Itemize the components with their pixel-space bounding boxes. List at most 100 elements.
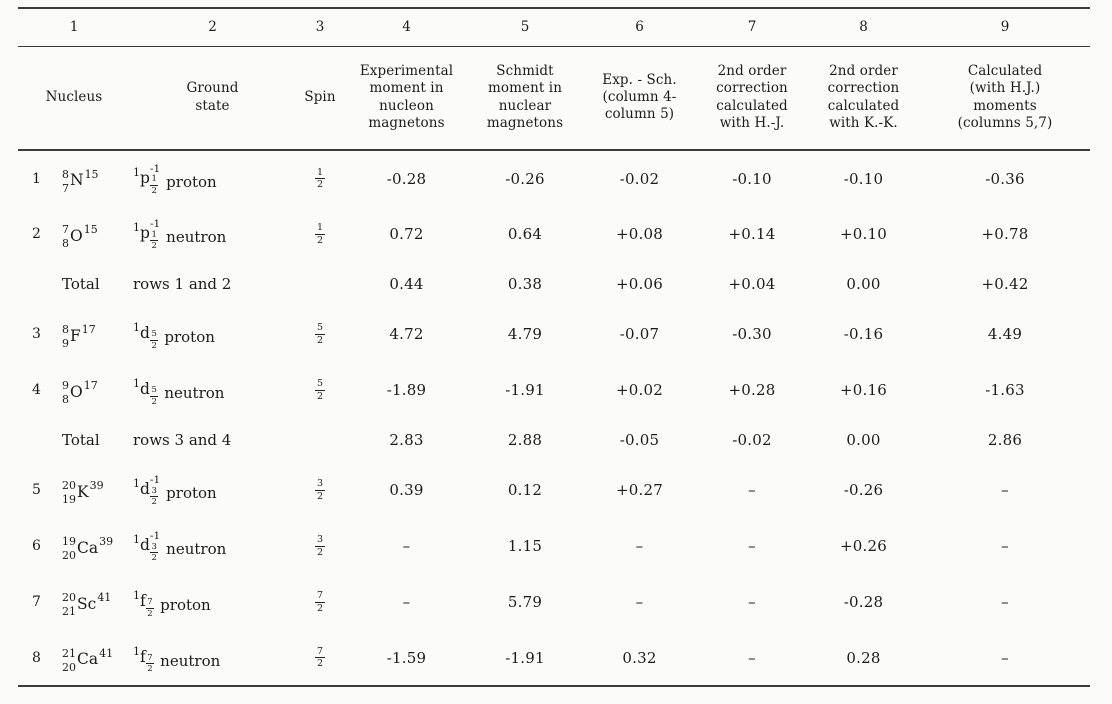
moment-value: -0.02: [619, 169, 660, 188]
row-number: 4: [32, 382, 41, 398]
row-number: 5: [32, 482, 41, 498]
prescript-bottom: 21: [62, 605, 76, 618]
moment-value: +0.26: [840, 537, 887, 555]
mass-number: 39: [99, 535, 114, 548]
column-number: 5: [468, 8, 582, 47]
prescript-top: 8: [62, 323, 69, 336]
moment-value: 4.49: [987, 325, 1023, 343]
total-description: rows 3 and 4: [133, 431, 232, 449]
fraction-numerator: 3: [149, 541, 159, 554]
row-number: 2: [32, 226, 41, 242]
moment-value: +0.78: [981, 225, 1029, 243]
nucleus-notation: 7 8 O 15: [62, 223, 98, 249]
moment-value: 0.72: [389, 225, 424, 243]
ground-state-cell: 1d -1 3 2 proton: [130, 462, 295, 518]
table-row: 4 9 8 O 17 1d 5 2 neutron 5 2 -1.89 -1.91 +0.02 +0.28 +…: [18, 362, 1090, 418]
column-number: 7: [697, 8, 807, 47]
ground-state-cell: 1d -1 3 2 neutron: [130, 518, 295, 574]
column-number: 8: [807, 8, 920, 47]
table-row: Total rows 3 and 4 2.83 2.88 -0.05 -0.02 0.00 2…: [18, 418, 1090, 462]
prescript-bottom: 19: [62, 493, 76, 506]
nucleus-notation: 20 21 Sc 41: [62, 591, 111, 618]
ground-state-cell: 1d 5 2 neutron: [130, 362, 295, 418]
nucleus-notation: 20 19 K 39: [62, 479, 104, 506]
moment-value: 0.00: [846, 431, 881, 449]
moment-value: -1.63: [985, 381, 1025, 399]
principal-quantum-number: 1: [133, 377, 140, 390]
orbital-letter: d: [140, 324, 150, 342]
header-correction-kk: 2nd order correction calculated with K.-…: [807, 46, 920, 151]
ground-state-cell: 1p -1 1 2 neutron: [130, 206, 295, 262]
spin-cell: [295, 262, 345, 306]
ground-state-cell: 1d 5 2 proton: [130, 306, 295, 362]
moment-value: -1.91: [505, 648, 545, 667]
nucleus-notation: 21 20 Ca 41: [62, 647, 113, 673]
nucleon-type-label: neutron: [164, 384, 225, 402]
ground-state-cell: 1f 7 2 proton: [130, 574, 295, 630]
moment-value: -1.89: [386, 381, 427, 399]
element-symbol: O: [70, 226, 83, 245]
element-symbol: N: [70, 171, 84, 190]
header-correction-hj: 2nd order correction calculated with H.-…: [697, 46, 807, 151]
nucleus-notation: 8 9 F 17: [62, 323, 96, 349]
fraction-denominator: 2: [316, 390, 324, 402]
table-row: 2 7 8 O 15 1p -1 1 2 neutron 1 2 0.72 0.64 +0.08 +0.14 +…: [18, 206, 1090, 262]
hole-exponent: -1: [149, 218, 161, 231]
column-number: 4: [345, 8, 468, 47]
prescript-top: 9: [62, 379, 69, 392]
nucleon-type-label: proton: [166, 172, 217, 191]
fraction-numerator: 1: [149, 229, 159, 242]
nucleus-cell: 21 20 Ca 41: [62, 630, 130, 686]
ground-state-cell: 1p -1 1 2 proton: [130, 150, 295, 206]
moment-value: 0.38: [507, 275, 543, 293]
prescript-bottom: 8: [62, 393, 69, 406]
table-row: 1 8 7 N 15 1p -1 1 2 proton 1 2 -0.28 -0.26 -0.02 -0.10…: [18, 150, 1090, 206]
moment-value: –: [748, 537, 756, 555]
principal-quantum-number: 1: [133, 589, 140, 602]
prescript-top: 8: [62, 167, 69, 181]
row-number: 8: [32, 649, 41, 666]
moment-value: 4.72: [389, 325, 424, 343]
orbital-scripts: -1 3 2: [149, 531, 160, 563]
fraction-numerator: 1: [315, 222, 325, 235]
mass-number: 15: [83, 223, 98, 236]
moment-value: +0.08: [616, 225, 663, 243]
fraction-denominator: 2: [151, 241, 157, 252]
nuclear-moments-table: 1 2 3 4 5 6 7 8 9 Nucleus Ground state S…: [18, 7, 1090, 687]
fraction-denominator: 2: [151, 185, 157, 196]
fraction-numerator: 5: [315, 322, 325, 335]
element-symbol: Ca: [77, 650, 99, 669]
orbital-letter: p: [140, 168, 150, 187]
moment-value: -1.59: [386, 648, 427, 667]
fraction-numerator: 1: [149, 174, 159, 186]
moment-value: –: [635, 593, 644, 611]
nucleus-cell: 7 8 O 15: [62, 206, 130, 262]
table-row: 5 20 19 K 39 1d -1 3 2 proton 3 2 0.39 0.12 +0.27– -0.2…: [18, 462, 1090, 518]
column-number: 1: [18, 8, 130, 47]
moment-value: -0.05: [619, 431, 660, 449]
moment-value: –: [748, 648, 756, 667]
moment-value: –: [748, 481, 756, 499]
moment-value: –: [1001, 593, 1009, 611]
orbital-letter: f: [140, 592, 146, 610]
hole-exponent: -1: [149, 474, 161, 487]
header-nucleus: Nucleus: [18, 46, 130, 151]
fraction-numerator: 1: [315, 166, 325, 179]
nucleon-type-label: neutron: [160, 651, 221, 670]
fraction-denominator: 2: [316, 234, 324, 246]
